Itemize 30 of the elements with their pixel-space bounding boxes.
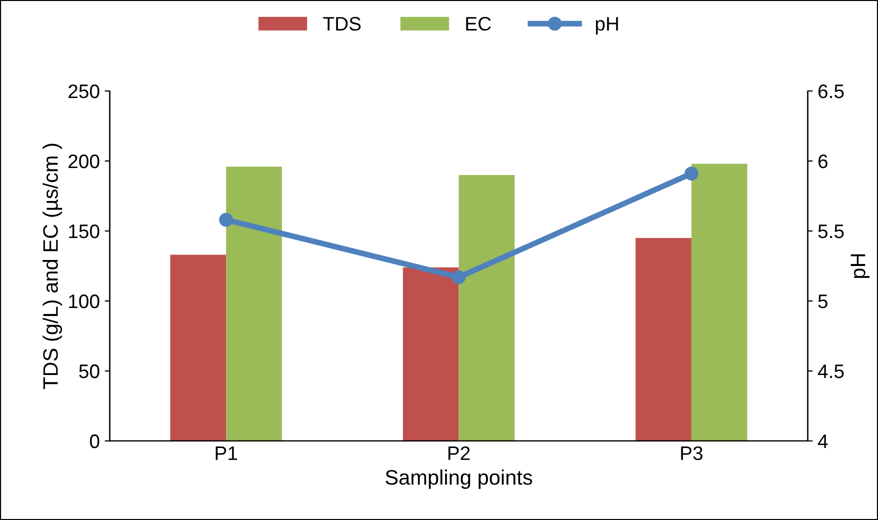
x-tick-label: P3 bbox=[681, 446, 702, 460]
y2-tick-label: 5 bbox=[818, 294, 828, 308]
y2-tick-label: 6 bbox=[818, 154, 828, 168]
legend-label: TDS bbox=[323, 16, 361, 31]
bar bbox=[458, 174, 515, 441]
bar bbox=[170, 254, 226, 441]
y2-tick-label: 4 bbox=[818, 434, 828, 448]
y-tick-label: 100 bbox=[69, 294, 100, 308]
y2-tick-label: 6.5 bbox=[818, 84, 844, 98]
legend-label: pH bbox=[596, 17, 618, 34]
bar bbox=[402, 267, 459, 441]
point bbox=[219, 212, 234, 227]
point bbox=[684, 166, 698, 181]
y2-axis-title: pH bbox=[850, 254, 870, 278]
y2-tick-label: 4.5 bbox=[818, 364, 844, 378]
y-tick-label: 0 bbox=[90, 434, 100, 448]
bar bbox=[636, 238, 692, 441]
y-tick-label: 50 bbox=[79, 364, 100, 378]
x-tick-label: P2 bbox=[448, 446, 470, 460]
y-tick-label: 200 bbox=[68, 154, 100, 168]
bar bbox=[226, 166, 282, 441]
y-axis-title: TDS (g/L) and EC (µs/cm ) bbox=[42, 144, 62, 390]
y-tick-label: 250 bbox=[68, 84, 100, 98]
y-tick-label: 150 bbox=[69, 224, 100, 238]
x-tick-label: P1 bbox=[216, 446, 238, 460]
y2-tick-label: 5.5 bbox=[818, 224, 844, 238]
legend-label: EC bbox=[466, 16, 491, 31]
x-axis-title: Sampling points bbox=[386, 470, 532, 489]
bar bbox=[691, 164, 748, 441]
point bbox=[452, 270, 466, 284]
